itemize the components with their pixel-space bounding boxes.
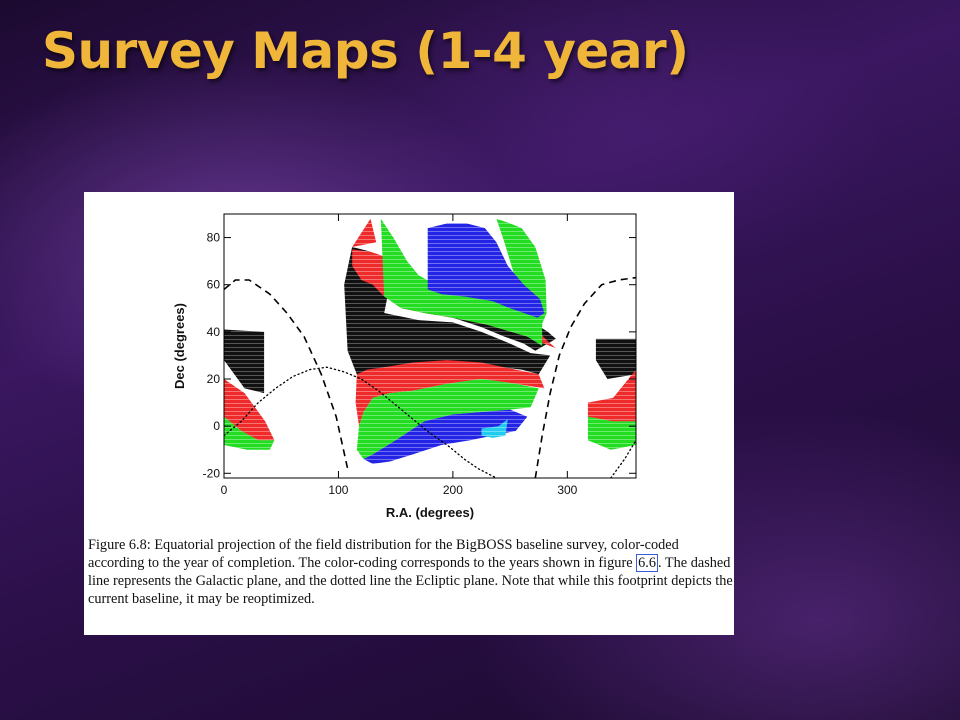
cyan-survey-region-1 bbox=[481, 419, 508, 438]
y-tick-label: 0 bbox=[213, 419, 220, 433]
red-survey-region-5 bbox=[587, 369, 636, 422]
black-survey-region-4 bbox=[595, 338, 636, 379]
green-survey-region-3 bbox=[356, 379, 539, 460]
green-survey-region-1 bbox=[380, 218, 543, 346]
y-axis-label: Dec (degrees) bbox=[172, 303, 187, 389]
red-survey-region-3 bbox=[355, 360, 545, 427]
figure-caption: Figure 6.8: Equatorial projection of the… bbox=[88, 536, 734, 608]
y-tick-label: 20 bbox=[207, 372, 221, 386]
black-survey-region-3 bbox=[224, 329, 265, 394]
x-axis-label: R.A. (degrees) bbox=[386, 505, 474, 520]
blue-survey-region-2 bbox=[363, 409, 528, 464]
x-tick-label: 100 bbox=[328, 483, 348, 497]
y-tick-label: 80 bbox=[207, 231, 221, 245]
caption-text-part1: Figure 6.8: Equatorial projection of the… bbox=[88, 537, 679, 571]
green-survey-region-5 bbox=[587, 416, 636, 450]
plot-frame bbox=[223, 213, 637, 479]
figure-reference-link[interactable]: 6.6 bbox=[636, 554, 659, 572]
red-survey-region-2 bbox=[352, 218, 377, 247]
caption-text-part2: . The dashed line represents the Galacti… bbox=[88, 555, 733, 607]
slide-title: Survey Maps (1-4 year) bbox=[42, 22, 689, 80]
green-survey-region-4 bbox=[224, 416, 275, 450]
y-tick-label: -20 bbox=[203, 466, 221, 480]
ecliptic-plane-line-1 bbox=[224, 366, 498, 478]
ecliptic-plane-line-2 bbox=[610, 439, 636, 478]
figure-panel: 0 100 200 300 -20 0 20 40 60 80 R.A. (degrees) De… bbox=[84, 192, 734, 635]
x-tick-label: 300 bbox=[557, 483, 577, 497]
black-survey-region-2 bbox=[344, 247, 551, 375]
y-tick-label: 40 bbox=[207, 325, 221, 339]
x-tick-label: 200 bbox=[443, 483, 463, 497]
blue-survey-region-1 bbox=[427, 223, 545, 318]
galactic-plane-line-2 bbox=[534, 276, 636, 478]
y-tick-label: 60 bbox=[207, 278, 221, 292]
x-tick-label: 0 bbox=[221, 483, 228, 497]
